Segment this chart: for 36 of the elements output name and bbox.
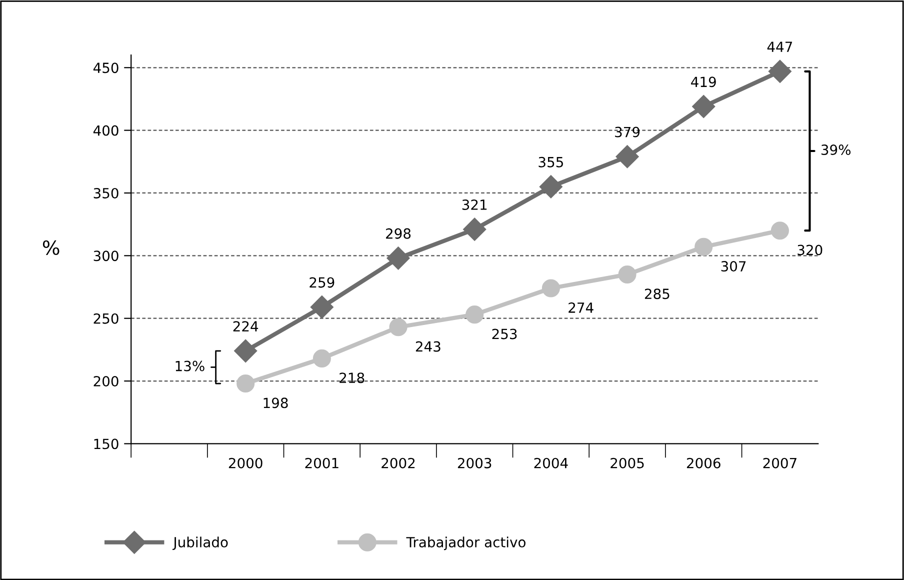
legend-label: Trabajador activo (406, 536, 526, 550)
data-label: 447 (767, 42, 792, 52)
data-label: 259 (310, 277, 334, 288)
y-tick-label: 150 (94, 438, 118, 450)
data-label: 274 (568, 302, 594, 313)
data-label: 253 (492, 328, 517, 340)
data-label: 198 (264, 398, 288, 408)
y-tick-label: 200 (94, 376, 118, 386)
data-label: 218 (340, 372, 364, 384)
legend-label: Jubilado (172, 536, 228, 550)
y-tick-label: 250 (94, 313, 118, 324)
x-tick-label: 2001 (305, 458, 338, 468)
data-label: 243 (416, 341, 440, 352)
x-tick-label: 2006 (686, 458, 720, 468)
y-tick-label: 450 (93, 62, 118, 74)
x-tick-label: 2004 (534, 458, 568, 468)
y-tick-label: 350 (94, 188, 118, 198)
text: 39% (821, 144, 851, 156)
x-tick-label: 2003 (458, 458, 492, 468)
data-label: 320 (798, 244, 822, 256)
data-label: 285 (644, 288, 670, 300)
data-label: 224 (233, 321, 258, 332)
x-tick-label: 2007 (763, 458, 796, 468)
data-label: 298 (386, 228, 411, 239)
data-label: 307 (721, 261, 746, 272)
x-tick-label: 2000 (228, 458, 262, 468)
y-tick-label: 400 (93, 125, 118, 136)
data-label: 355 (538, 156, 563, 168)
annotation: 13% (176, 360, 204, 372)
data-label: 321 (462, 199, 487, 210)
data-label: 419 (691, 76, 716, 88)
y-tick-label: 300 (94, 250, 118, 262)
y-axis-title: % (42, 240, 60, 256)
x-tick-label: 2005 (610, 458, 644, 468)
data-label: 379 (615, 126, 640, 138)
x-tick-label: 2002 (382, 458, 415, 468)
